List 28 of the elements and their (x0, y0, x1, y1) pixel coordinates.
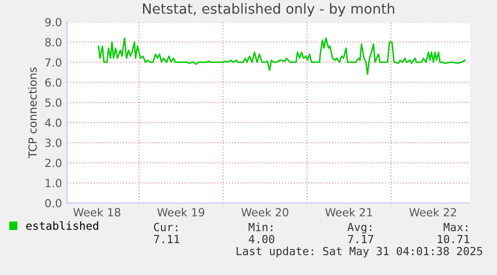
text: Last update: Sat May 31 04:01:38 2025 (236, 246, 482, 258)
y-tick-label: 3.0 (45, 138, 62, 148)
x-tick-label: Week 18 (73, 208, 120, 216)
y-tick-label: 9.0 (45, 18, 62, 26)
text: 7.11 (154, 234, 180, 244)
text: Cur: (154, 222, 178, 232)
y-tick-label: 7.0 (45, 58, 62, 67)
y-tick-label: 4.0 (45, 118, 62, 127)
x-tick-label: Week 21 (325, 208, 372, 216)
text: Avg: (347, 222, 372, 234)
text: Max: (444, 222, 468, 232)
y-tick-label: 5.0 (45, 98, 62, 107)
y-tick-label: 1.0 (46, 178, 62, 188)
y-tick-label: 8.0 (45, 38, 62, 46)
text: 7.17 (348, 234, 374, 244)
x-tick-label: Week 22 (409, 208, 456, 216)
text: 4.00 (248, 234, 274, 244)
y-tick-label: 2.0 (45, 158, 62, 168)
text: Min: (248, 222, 272, 232)
legend-label: established (26, 221, 98, 230)
line-series (98, 37, 466, 75)
y-tick-label: 6.0 (45, 78, 62, 87)
y-axis-title: TCP connections (28, 67, 37, 158)
y-tick-label: 0.0 (45, 198, 62, 208)
chart-title: Netstat, established only - by month (143, 3, 394, 17)
text: 10.71 (438, 234, 470, 244)
x-tick-label: Week 19 (157, 208, 204, 216)
x-tick-label: Week 20 (241, 208, 288, 216)
